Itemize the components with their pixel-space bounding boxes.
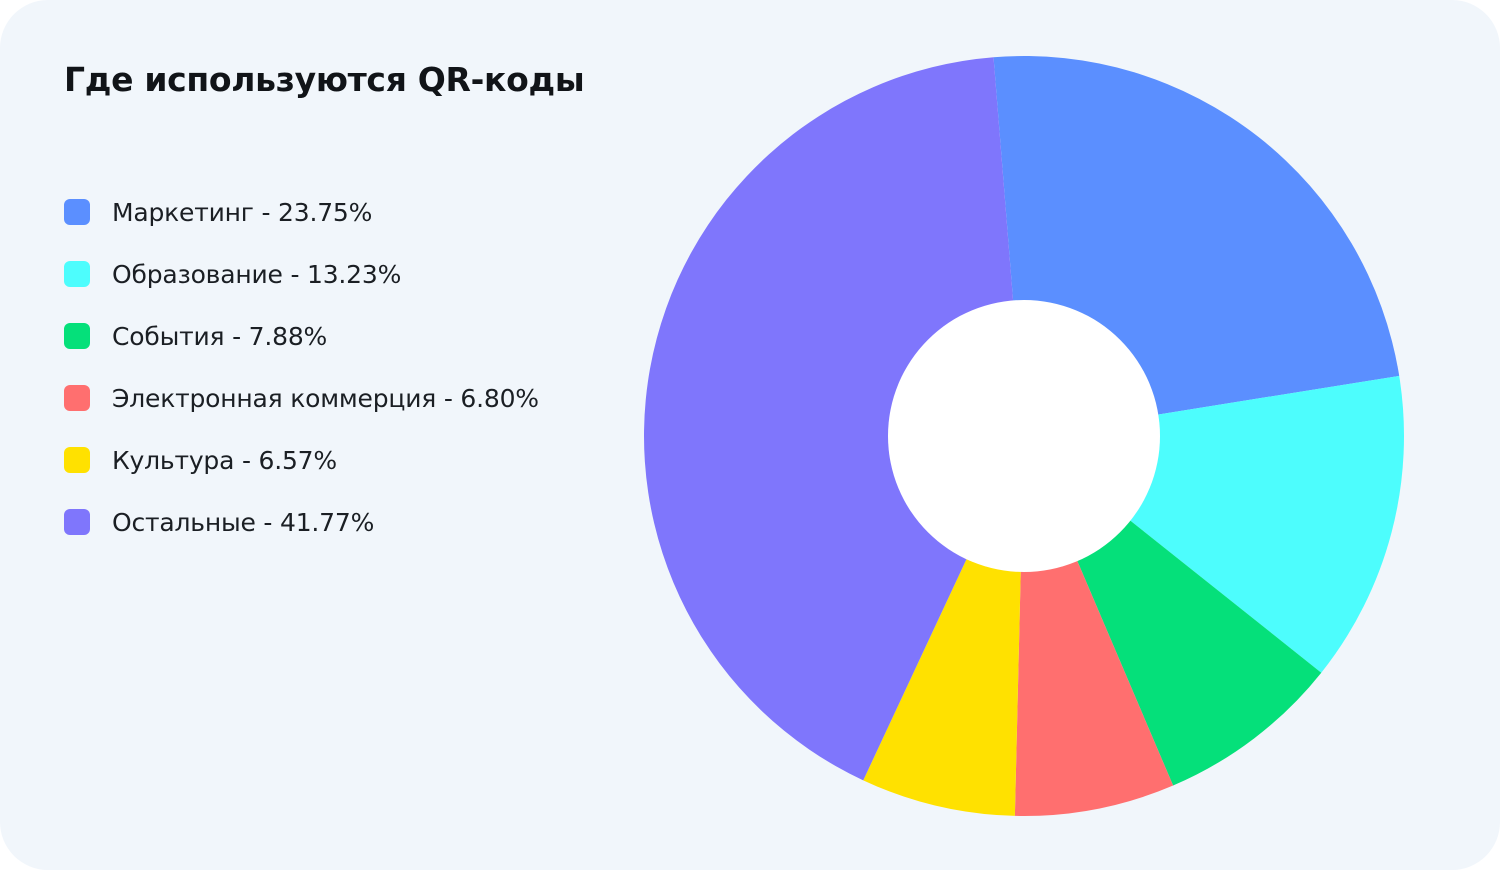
- legend-item-marketing: Маркетинг - 23.75%: [64, 194, 539, 230]
- legend-label-ecommerce: Электронная коммерция - 6.80%: [112, 383, 539, 413]
- donut-slice-other: [644, 57, 1024, 781]
- legend-swatch-marketing: [64, 199, 90, 225]
- legend-swatch-culture: [64, 447, 90, 473]
- donut-hole: [888, 300, 1160, 572]
- legend-item-education: Образование - 13.23%: [64, 256, 539, 292]
- legend-label-culture: Культура - 6.57%: [112, 445, 337, 475]
- legend-item-events: События - 7.88%: [64, 318, 539, 354]
- legend-label-marketing: Маркетинг - 23.75%: [112, 197, 373, 227]
- legend-label-events: События - 7.88%: [112, 321, 328, 351]
- legend-item-culture: Культура - 6.57%: [64, 442, 539, 478]
- legend-swatch-events: [64, 323, 90, 349]
- legend-swatch-other: [64, 509, 90, 535]
- legend-label-education: Образование - 13.23%: [112, 259, 402, 289]
- legend-item-other: Остальные - 41.77%: [64, 504, 539, 540]
- legend-swatch-ecommerce: [64, 385, 90, 411]
- legend-label-other: Остальные - 41.77%: [112, 507, 375, 537]
- chart-title: Где используются QR-коды: [64, 60, 585, 99]
- chart-legend: Маркетинг - 23.75% Образование - 13.23% …: [64, 194, 539, 566]
- legend-swatch-education: [64, 261, 90, 287]
- legend-item-ecommerce: Электронная коммерция - 6.80%: [64, 380, 539, 416]
